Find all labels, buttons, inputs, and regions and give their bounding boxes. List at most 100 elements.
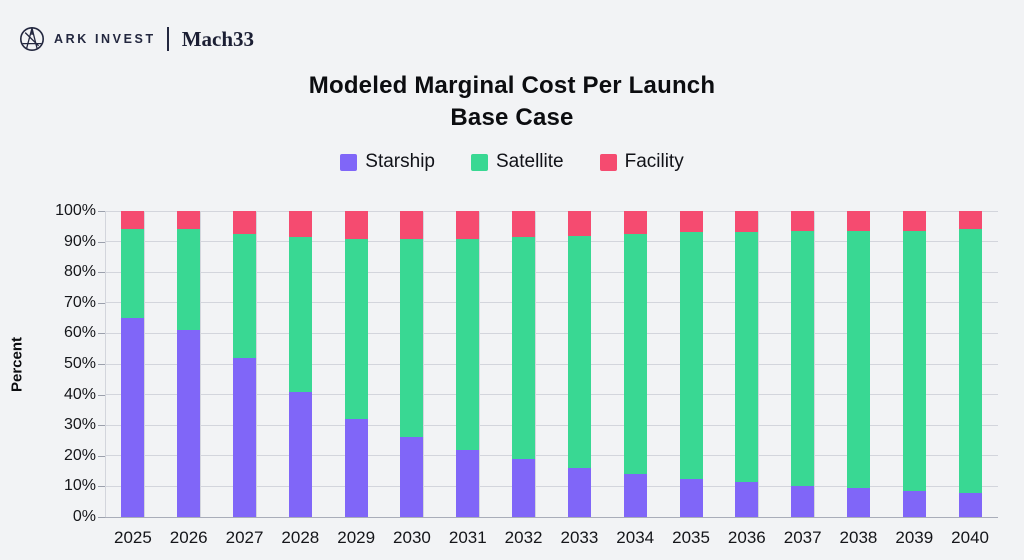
bar-segment-starship[interactable] bbox=[846, 487, 870, 517]
x-tick-label: 2027 bbox=[225, 528, 264, 547]
bar-2026 bbox=[177, 211, 201, 517]
bar-segment-facility[interactable] bbox=[177, 211, 201, 230]
bar-segment-starship[interactable] bbox=[958, 492, 982, 517]
y-tick-label: 90% bbox=[63, 232, 96, 250]
vertical-gridline bbox=[478, 211, 480, 517]
bar-segment-satellite[interactable] bbox=[735, 232, 759, 482]
bar-2036 bbox=[735, 211, 759, 517]
bar-segment-facility[interactable] bbox=[735, 211, 759, 233]
bar-segment-satellite[interactable] bbox=[567, 235, 591, 469]
bar-2031 bbox=[456, 211, 480, 517]
bar-segment-facility[interactable] bbox=[791, 211, 815, 231]
bar-segment-satellite[interactable] bbox=[623, 233, 647, 475]
x-tick-label: 2028 bbox=[281, 528, 320, 547]
bar-segment-starship[interactable] bbox=[623, 474, 647, 517]
bar-2040 bbox=[958, 211, 982, 517]
y-tick-label: 100% bbox=[55, 202, 96, 219]
bar-segment-starship[interactable] bbox=[902, 491, 926, 517]
bar-segment-starship[interactable] bbox=[121, 318, 145, 517]
bar-segment-satellite[interactable] bbox=[233, 233, 257, 358]
bar-segment-satellite[interactable] bbox=[177, 229, 201, 331]
bar-segment-facility[interactable] bbox=[623, 211, 647, 234]
x-tick-label: 2038 bbox=[839, 528, 878, 547]
vertical-gridline bbox=[199, 211, 201, 517]
bar-segment-satellite[interactable] bbox=[902, 230, 926, 491]
gridline-90% bbox=[105, 241, 998, 243]
bar-segment-satellite[interactable] bbox=[456, 238, 480, 450]
x-tick-label: 2032 bbox=[504, 528, 543, 547]
ark-circle-logo-icon bbox=[19, 26, 45, 52]
bar-segment-starship[interactable] bbox=[512, 458, 536, 517]
bar-segment-satellite[interactable] bbox=[400, 238, 424, 438]
bar-segment-starship[interactable] bbox=[288, 391, 312, 517]
bar-segment-satellite[interactable] bbox=[791, 230, 815, 487]
bar-segment-facility[interactable] bbox=[288, 211, 312, 238]
vertical-gridline bbox=[981, 211, 983, 517]
bar-segment-starship[interactable] bbox=[233, 357, 257, 517]
bar-segment-facility[interactable] bbox=[456, 211, 480, 239]
year-column-2033: 2033 bbox=[552, 211, 608, 547]
y-tick-mark bbox=[98, 211, 105, 212]
bar-2030 bbox=[400, 211, 424, 517]
y-tick-label: 70% bbox=[63, 293, 96, 311]
bar-segment-facility[interactable] bbox=[344, 211, 368, 239]
legend-swatch-facility bbox=[599, 153, 617, 171]
year-column-2029: 2029 bbox=[328, 211, 384, 547]
legend-item-facility[interactable]: Facility bbox=[599, 151, 684, 173]
year-column-2030: 2030 bbox=[384, 211, 440, 547]
y-tick-label: 0% bbox=[72, 508, 96, 525]
vertical-gridline bbox=[590, 211, 592, 517]
legend-item-starship[interactable]: Starship bbox=[340, 151, 435, 173]
x-tick-label: 2029 bbox=[337, 528, 376, 547]
y-tick-mark bbox=[98, 302, 105, 304]
bar-segment-starship[interactable] bbox=[679, 478, 703, 517]
legend-item-satellite[interactable]: Satellite bbox=[470, 151, 564, 173]
bar-segment-satellite[interactable] bbox=[958, 229, 982, 493]
year-column-2027: 2027 bbox=[217, 211, 273, 547]
bar-segment-satellite[interactable] bbox=[512, 237, 536, 459]
bar-segment-satellite[interactable] bbox=[846, 230, 870, 488]
legend-swatch-satellite bbox=[470, 153, 488, 171]
bar-segment-satellite[interactable] bbox=[344, 238, 368, 420]
vertical-gridline bbox=[869, 211, 871, 517]
bar-segment-facility[interactable] bbox=[902, 211, 926, 231]
bar-segment-satellite[interactable] bbox=[121, 229, 145, 319]
y-tick-label: 20% bbox=[63, 446, 96, 464]
bar-segment-starship[interactable] bbox=[735, 481, 759, 517]
bar-segment-facility[interactable] bbox=[679, 211, 703, 233]
bar-2038 bbox=[846, 211, 870, 517]
x-tick-label: 2034 bbox=[616, 528, 655, 547]
plot-area: 2025 2026 2027 2028 2029 2030 2031 2032 2033 2034… bbox=[105, 210, 998, 547]
chart-title: Modeled Marginal Cost Per Launch Base Ca… bbox=[0, 70, 1024, 134]
bar-segment-starship[interactable] bbox=[400, 437, 424, 517]
x-tick-label: 2025 bbox=[113, 528, 152, 547]
bar-segment-starship[interactable] bbox=[177, 330, 201, 517]
y-tick-label: 80% bbox=[63, 263, 96, 281]
bar-segment-facility[interactable] bbox=[400, 211, 424, 239]
bar-segment-facility[interactable] bbox=[567, 211, 591, 236]
x-tick-label: 2035 bbox=[672, 528, 710, 547]
year-column-2037: 2037 bbox=[775, 211, 831, 547]
bar-segment-facility[interactable] bbox=[121, 211, 145, 230]
y-axis-line bbox=[105, 211, 106, 517]
bar-segment-satellite[interactable] bbox=[679, 232, 703, 479]
bar-segment-starship[interactable] bbox=[567, 468, 591, 517]
gridline-0% bbox=[105, 517, 998, 518]
gridline-60% bbox=[105, 332, 998, 334]
year-column-2025: 2025 bbox=[105, 211, 161, 547]
bar-segment-satellite[interactable] bbox=[288, 237, 312, 392]
legend-label: Satellite bbox=[495, 151, 564, 172]
bar-segment-facility[interactable] bbox=[958, 211, 982, 230]
vertical-gridline bbox=[367, 211, 369, 517]
bar-segment-facility[interactable] bbox=[233, 211, 257, 234]
x-tick-label: 2033 bbox=[560, 528, 599, 547]
bar-segment-starship[interactable] bbox=[791, 486, 815, 517]
bar-2032 bbox=[512, 211, 536, 517]
legend-swatch-starship bbox=[340, 153, 358, 171]
bar-segment-starship[interactable] bbox=[344, 419, 368, 517]
gridline-40% bbox=[105, 394, 998, 396]
vertical-gridline bbox=[813, 211, 815, 517]
bar-segment-facility[interactable] bbox=[512, 211, 536, 238]
bar-segment-starship[interactable] bbox=[456, 449, 480, 517]
bar-segment-facility[interactable] bbox=[846, 211, 870, 231]
